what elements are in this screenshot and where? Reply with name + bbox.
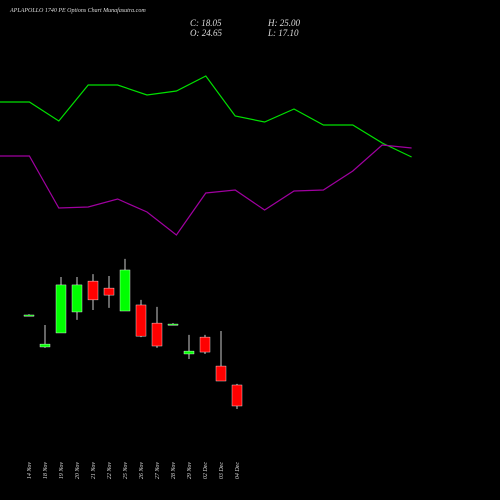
candle-body [135, 304, 147, 337]
candle-body [183, 350, 195, 355]
indicator-line [0, 75, 412, 158]
indicator-line [0, 144, 412, 236]
candle-body [71, 284, 83, 313]
open-label: O: 24.65 [190, 28, 222, 38]
x-tick-label: 18 Nov [43, 462, 49, 480]
candle-body [55, 284, 67, 334]
candle-body [215, 365, 227, 382]
candle-body [151, 322, 163, 347]
candle-body [199, 336, 211, 353]
low-label: L: 17.10 [267, 28, 299, 38]
x-tick-label: 26 Nov [139, 462, 145, 480]
x-tick-label: 22 Nov [107, 462, 113, 480]
candle-body [167, 323, 179, 326]
x-tick-label: 21 Nov [91, 462, 97, 480]
x-tick-label: 29 Nov [187, 462, 193, 480]
candle-body [23, 314, 35, 317]
x-tick-label: 20 Nov [75, 462, 81, 480]
x-tick-label: 25 Nov [123, 462, 129, 480]
x-tick-label: 04 Dec [234, 462, 241, 479]
candle-body [103, 287, 115, 296]
x-tick-label: 14 Nov [26, 462, 33, 480]
x-tick-label: 27 Nov [155, 462, 161, 480]
x-tick-label: 28 Nov [171, 462, 177, 480]
candle-body [119, 269, 131, 312]
chart-title: APLAPOLLO 1740 PE Options Chart Munafasu… [9, 7, 146, 14]
candle-body [39, 343, 51, 348]
close-label: C: 18.05 [190, 18, 222, 28]
candle-body [231, 384, 243, 407]
candle-body [87, 280, 99, 301]
high-label: H: 25.00 [267, 18, 300, 28]
x-tick-label: 03 Dec [219, 462, 225, 479]
x-tick-label: 02 Dec [203, 462, 209, 479]
x-tick-label: 19 Nov [59, 462, 65, 480]
